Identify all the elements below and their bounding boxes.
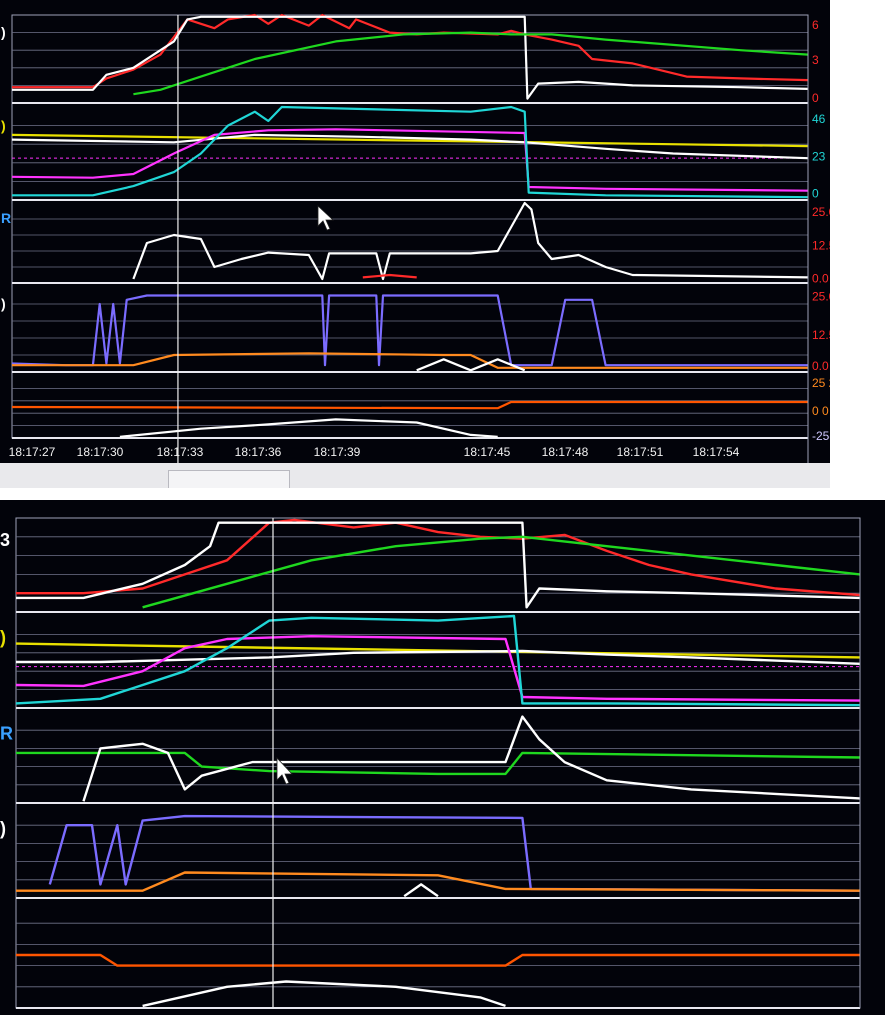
series-line-b2-2: [15, 635, 861, 702]
time-tick-label: 18:17:33: [157, 445, 204, 459]
right-axis-label: 0: [812, 187, 819, 201]
series-line-b4-1: [16, 871, 861, 892]
series-line-p1-2: [133, 31, 809, 96]
time-tick-label: 18:17:27: [9, 445, 56, 459]
right-axis-label: 0: [812, 91, 819, 105]
left-axis-glyph: R: [0, 723, 13, 743]
series-line-p2-1: [11, 133, 809, 160]
series-line-b5-0: [16, 953, 860, 967]
series-line-p4-2: [416, 358, 526, 372]
left-axis-glyph: ): [0, 628, 6, 648]
bottom-chart-area: 3) R): [0, 517, 861, 1009]
panel-p2: 46 23 0): [1, 105, 826, 201]
series-line-p3-1: [362, 273, 417, 279]
panel-b2: ): [0, 614, 861, 709]
series-line-b4-2: [403, 883, 439, 898]
right-axis-label: 25.0: [812, 290, 830, 304]
right-axis-label: 23: [812, 149, 826, 163]
right-axis-label: 25.0: [812, 205, 830, 219]
series-line-b1-0: [16, 518, 861, 597]
time-tick-label: 18:17:30: [77, 445, 124, 459]
right-axis-label: 6: [812, 18, 819, 32]
panel-p5: 25 25 0 0 -25-25: [11, 376, 830, 443]
right-axis-label: 3: [812, 53, 819, 67]
right-axis-label: 25 25: [812, 376, 830, 390]
time-tick-label: 18:17:36: [235, 445, 282, 459]
series-line-p2-3: [12, 105, 809, 199]
series-line-b4-0: [48, 814, 861, 892]
series-line-b2-3: [15, 614, 861, 707]
series-line-p1-0: [12, 13, 809, 89]
panel-b5: [16, 922, 860, 1009]
right-axis-label: 0.0: [812, 359, 829, 373]
series-line-b2-0: [15, 642, 861, 659]
time-tick-label: 18:17:54: [693, 445, 740, 459]
photo-separator: [0, 488, 885, 500]
series-line-p2-2: [11, 128, 809, 192]
taskbar-tab[interactable]: [168, 470, 290, 489]
series-line-p4-1: [12, 352, 808, 369]
panel-b3: R: [0, 715, 861, 804]
bottom-screenshot: 3) R): [0, 500, 885, 1015]
left-axis-glyph: R: [1, 210, 11, 226]
series-line-b2-1: [16, 649, 861, 665]
left-axis-glyph: 3: [0, 530, 10, 550]
series-line-b5-1: [142, 980, 506, 1008]
top-screenshot: 6 3 0) 46 23 0) 25.0 12.5 0.0 R 25.0 12.5 0.0) 25 25 0…: [0, 0, 830, 488]
time-tick-label: 18:17:39: [314, 445, 361, 459]
series-line-p1-1: [12, 15, 809, 100]
panel-p3: 25.0 12.5 0.0 R: [1, 201, 830, 285]
series-line-p4-0: [11, 294, 808, 367]
time-tick-label: 18:17:51: [617, 445, 664, 459]
time-tick-label: 18:17:48: [542, 445, 589, 459]
taskbar-strip: [0, 463, 830, 488]
series-line-b3-1: [82, 715, 861, 802]
panel-p4: 25.0 12.5 0.0): [1, 290, 830, 374]
left-axis-glyph: ): [1, 24, 6, 40]
right-axis-label: 0 0: [812, 404, 829, 418]
left-axis-glyph: ): [1, 117, 6, 133]
series-line-p5-0: [11, 400, 808, 410]
series-line-b3-0: [16, 751, 861, 776]
mouse-pointer-icon: [317, 205, 335, 231]
left-axis-glyph: ): [1, 295, 6, 311]
series-line-b1-1: [16, 521, 861, 609]
series-line-p3-0: [132, 201, 809, 281]
panel-b1: 3: [0, 518, 861, 613]
series-line-p2-0: [11, 133, 809, 148]
right-axis-label: 46: [812, 112, 826, 126]
right-axis-label: 0.0: [812, 271, 829, 285]
left-axis-glyph: ): [0, 818, 6, 838]
panel-b4: ): [0, 814, 861, 899]
series-line-p5-1: [119, 418, 498, 438]
panel-p1: 6 3 0): [1, 13, 819, 105]
mouse-pointer-icon: [276, 756, 293, 785]
right-axis-label: -25-25: [812, 429, 830, 443]
right-axis-label: 12.5: [812, 239, 830, 253]
series-line-b1-2: [142, 535, 861, 609]
right-axis-label: 12.5: [812, 328, 830, 342]
top-chart-area: 6 3 0) 46 23 0) 25.0 12.5 0.0 R 25.0 12.5 0.0) 25 25 0…: [1, 13, 830, 463]
time-tick-label: 18:17:45: [464, 445, 511, 459]
